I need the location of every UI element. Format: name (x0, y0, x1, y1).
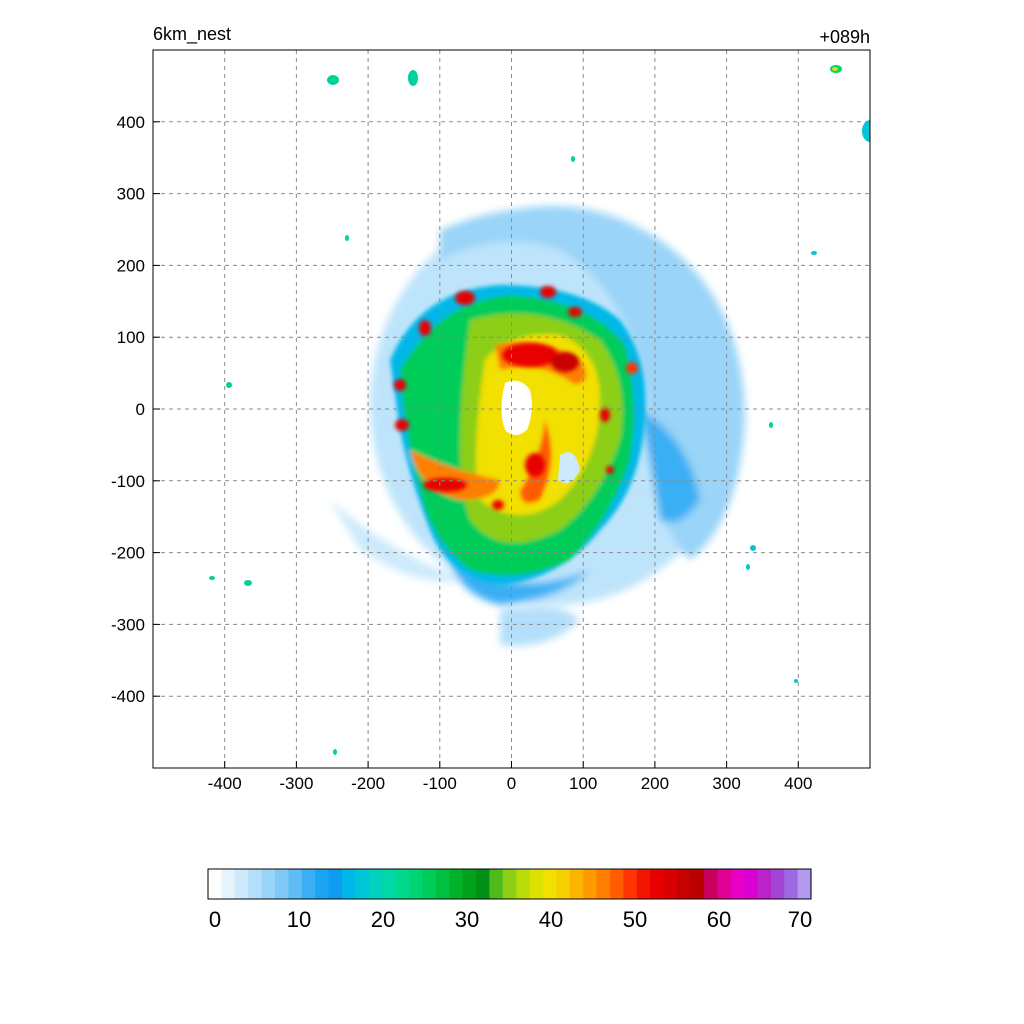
colorbar-swatch (610, 869, 624, 899)
colorbar-swatch (583, 869, 598, 899)
x-tick-label: -100 (423, 774, 457, 793)
colorbar-swatch (650, 869, 665, 899)
y-tick-label: 200 (117, 256, 145, 275)
x-tick-label: 100 (569, 774, 597, 793)
x-tick-label: 400 (784, 774, 812, 793)
colorbar-swatch (382, 869, 397, 899)
y-tick-label: -300 (111, 615, 145, 634)
colorbar-swatch (221, 869, 236, 899)
scattered-cells (209, 65, 870, 755)
colorbar-swatch (395, 869, 410, 899)
x-tick-label: -400 (208, 774, 242, 793)
colorbar-swatch (462, 869, 477, 899)
colorbar-swatch (208, 869, 222, 899)
colorbar-swatch (543, 869, 557, 899)
colorbar-tick-labels: 0 10 20 30 40 50 60 70 (209, 907, 812, 932)
y-tick-label: -400 (111, 687, 145, 706)
colorbar-swatch (636, 869, 651, 899)
colorbar-swatch (569, 869, 584, 899)
x-tick-label: 200 (641, 774, 669, 793)
colorbar-swatch (677, 869, 691, 899)
intense-cells (394, 286, 638, 510)
colorbar-swatch (476, 869, 490, 899)
colorbar-swatch (449, 869, 464, 899)
x-axis-ticks: -400 -300 -200 -100 0 100 200 300 400 (208, 761, 812, 793)
colorbar-tick-label: 60 (707, 907, 731, 932)
colorbar-tick-label: 10 (287, 907, 311, 932)
colorbar-swatch (301, 869, 316, 899)
colorbar-swatch (315, 869, 330, 899)
colorbar-swatch (368, 869, 383, 899)
colorbar-swatch (288, 869, 303, 899)
colorbar-swatch (770, 869, 785, 899)
storm-eye (501, 380, 580, 484)
colorbar-tick-label: 50 (623, 907, 647, 932)
colorbar-swatch (744, 869, 758, 899)
reflectivity-field (209, 65, 870, 755)
y-tick-label: -200 (111, 544, 145, 563)
colorbar-swatch (797, 869, 812, 899)
colorbar-swatch (757, 869, 772, 899)
colorbar-swatch (529, 869, 544, 899)
colorbar-swatch (516, 869, 531, 899)
colorbar-swatch (261, 869, 276, 899)
colorbar-swatch (502, 869, 517, 899)
colorbar-swatch (703, 869, 718, 899)
colorbar-frame (207, 868, 812, 900)
colorbar-tick-label: 30 (455, 907, 479, 932)
colorbar-swatch (717, 869, 732, 899)
colorbar-swatch (623, 869, 638, 899)
colorbar-swatch (409, 869, 423, 899)
colorbar-swatch (355, 869, 370, 899)
colorbar-swatch (328, 869, 343, 899)
colorbar-swatch (422, 869, 437, 899)
colorbar-swatch (489, 869, 504, 899)
colorbar-swatch (248, 869, 263, 899)
colorbar (207, 868, 812, 900)
colorbar-swatch (596, 869, 611, 899)
forecast-hour: +089h (819, 27, 870, 47)
colorbar-tick-label: 70 (788, 907, 812, 932)
colorbar-tick-label: 20 (371, 907, 395, 932)
colorbar-tick-label: 40 (539, 907, 563, 932)
colorbar-swatch (435, 869, 450, 899)
y-axis-ticks: 400 300 200 100 0 -100 -200 -300 -400 (111, 113, 160, 706)
colorbar-swatch (663, 869, 678, 899)
x-tick-label: -300 (279, 774, 313, 793)
run-title: 6km_nest (153, 24, 232, 44)
y-tick-label: 0 (136, 400, 145, 419)
y-tick-label: 300 (117, 185, 145, 204)
colorbar-swatch (234, 869, 249, 899)
colorbar-swatch (784, 869, 799, 899)
x-tick-label: 0 (507, 774, 516, 793)
y-tick-label: 100 (117, 328, 145, 347)
colorbar-swatch (275, 869, 289, 899)
colorbar-swatch (730, 869, 745, 899)
x-tick-label: -200 (351, 774, 385, 793)
colorbar-swatch (690, 869, 705, 899)
x-tick-label: 300 (712, 774, 740, 793)
colorbar-swatch (342, 869, 356, 899)
y-tick-label: -100 (111, 472, 145, 491)
colorbar-swatch (556, 869, 571, 899)
colorbar-tick-label: 0 (209, 907, 221, 932)
y-tick-label: 400 (117, 113, 145, 132)
